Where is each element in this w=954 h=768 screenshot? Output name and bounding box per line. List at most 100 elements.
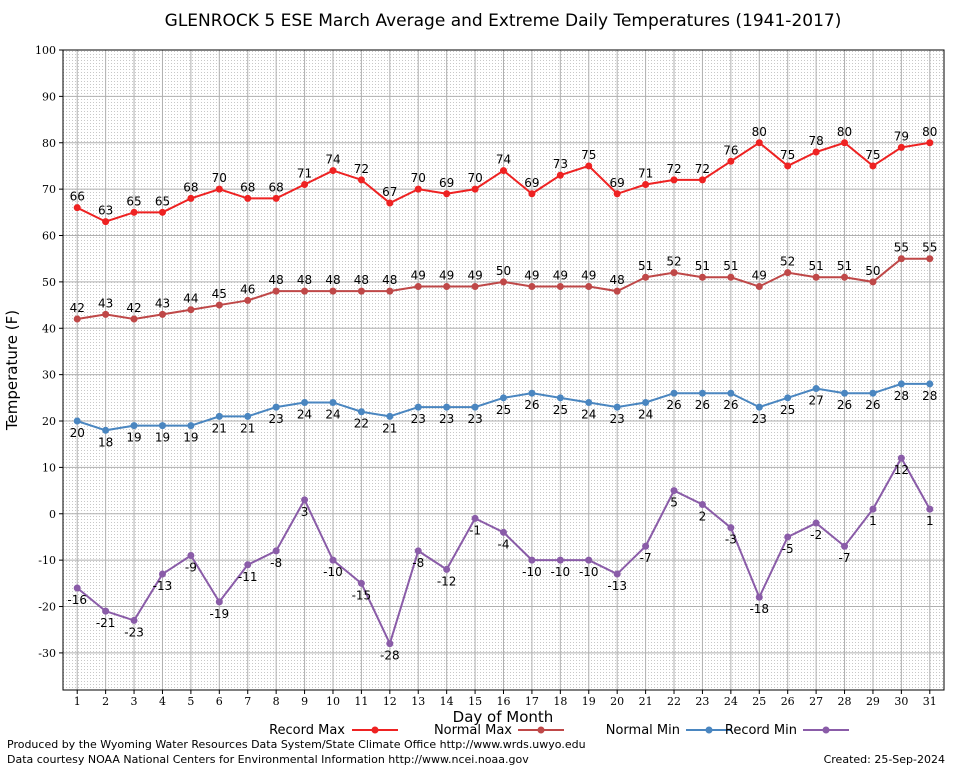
normal-max-data-label: 48 [382, 273, 397, 287]
x-tick-label: 5 [187, 695, 194, 708]
normal-min-data-label: 26 [524, 398, 539, 412]
normal-max-point [158, 310, 166, 318]
y-tick-label: -10 [38, 554, 56, 567]
record-max-data-label: 65 [155, 194, 170, 208]
x-tick-label: 31 [923, 695, 937, 708]
normal-min-point [642, 398, 650, 406]
record-max-data-label: 73 [553, 157, 568, 171]
normal-max-point [386, 287, 394, 295]
normal-min-point [187, 422, 195, 430]
record-min-data-label: -10 [551, 565, 571, 579]
record-max-point [215, 185, 223, 193]
record-min-data-label: -21 [96, 616, 116, 630]
record-max-data-label: 80 [837, 125, 852, 139]
normal-max-point [130, 315, 138, 323]
x-tick-label: 1 [74, 695, 81, 708]
normal-min-data-label: 24 [297, 407, 312, 421]
record-min-data-label: -2 [810, 528, 822, 542]
record-min-point [471, 514, 479, 522]
normal-max-point [357, 287, 365, 295]
normal-max-point [443, 283, 451, 291]
y-tick-label: 40 [42, 322, 56, 335]
normal-max-point [642, 273, 650, 281]
normal-max-point [102, 310, 110, 318]
legend-normal-max: Normal Max [434, 723, 564, 738]
normal-max-point [670, 269, 678, 277]
record-min-data-label: -11 [238, 570, 258, 584]
y-tick-label: -20 [38, 601, 56, 614]
record-max-point [869, 162, 877, 170]
record-max-data-label: 76 [723, 143, 738, 157]
y-tick-label: 60 [42, 230, 56, 243]
legend: Record Max Normal Max Normal Min Record Min [269, 723, 849, 738]
y-axis: -30 -20 -10 0 10 20 30 40 50 60 70 80 90 100 [35, 44, 63, 660]
x-tick-label: 3 [131, 695, 138, 708]
normal-max-point [698, 273, 706, 281]
legend-label: Normal Max [434, 723, 512, 738]
normal-min-data-label: 25 [780, 403, 795, 417]
record-min-data-label: -10 [323, 565, 343, 579]
record-min-point [414, 547, 422, 555]
normal-min-point [613, 403, 621, 411]
record-min-point [357, 579, 365, 587]
normal-min-data-label: 21 [240, 421, 255, 435]
record-max-point [130, 208, 138, 216]
record-min-point [698, 500, 706, 508]
record-min-point [102, 607, 110, 615]
normal-min-data-label: 26 [837, 398, 852, 412]
record-max-point [670, 176, 678, 184]
normal-min-data-label: 23 [610, 412, 625, 426]
normal-min-data-label: 22 [354, 417, 369, 431]
record-max-point [443, 190, 451, 198]
normal-max-point [414, 283, 422, 291]
record-max-point [841, 139, 849, 147]
y-tick-label: 30 [42, 369, 56, 382]
record-max-point [301, 180, 309, 188]
normal-max-data-label: 52 [666, 255, 681, 269]
record-max-data-label: 63 [98, 204, 113, 218]
record-min-data-label: -18 [749, 602, 769, 616]
normal-max-data-label: 48 [610, 273, 625, 287]
record-max-data-label: 68 [240, 180, 255, 194]
chart-title: GLENROCK 5 ESE March Average and Extreme… [165, 11, 842, 31]
record-max-point [926, 139, 934, 147]
normal-min-point [556, 394, 564, 402]
record-max-point [329, 167, 337, 175]
x-tick-label: 19 [582, 695, 596, 708]
normal-min-point [869, 389, 877, 397]
x-tick-label: 9 [301, 695, 308, 708]
record-max-data-label: 68 [183, 180, 198, 194]
normal-min-data-label: 21 [212, 421, 227, 435]
normal-max-point [812, 273, 820, 281]
record-max-point [386, 199, 394, 207]
normal-min-point [102, 426, 110, 434]
normal-max-data-label: 48 [325, 273, 340, 287]
normal-max-data-label: 48 [269, 273, 284, 287]
record-min-data-label: -1 [469, 523, 481, 537]
record-min-point [301, 496, 309, 504]
normal-min-point [215, 412, 223, 420]
x-tick-label: 18 [553, 695, 567, 708]
record-min-point [244, 561, 252, 569]
y-tick-label: 20 [42, 415, 56, 428]
normal-max-point [215, 301, 223, 309]
normal-min-point [784, 394, 792, 402]
x-tick-label: 28 [838, 695, 852, 708]
normal-min-point [670, 389, 678, 397]
record-max-data-label: 72 [695, 162, 710, 176]
x-axis: 1 2 3 4 5 6 7 8 9 10 11 12 13 14 15 16 17 18 19 20 21 22 23 24 2… [74, 690, 937, 708]
record-max-point [784, 162, 792, 170]
record-max-data-label: 80 [922, 125, 937, 139]
record-max-data-label: 70 [411, 171, 426, 185]
y-tick-label: 100 [35, 44, 56, 57]
record-max-point [528, 190, 536, 198]
normal-max-data-label: 49 [524, 269, 539, 283]
record-max-data-label: 74 [496, 153, 511, 167]
normal-min-data-label: 23 [467, 412, 482, 426]
normal-min-point [244, 412, 252, 420]
x-tick-label: 16 [497, 695, 511, 708]
normal-max-data-label: 51 [723, 259, 738, 273]
normal-min-point [73, 417, 81, 425]
record-min-point [73, 584, 81, 592]
record-max-point [73, 204, 81, 212]
